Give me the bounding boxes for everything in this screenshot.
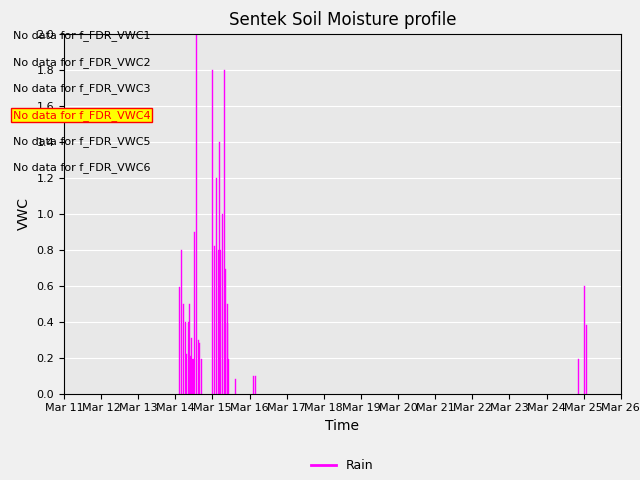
- Text: No data for f_FDR_VWC2: No data for f_FDR_VWC2: [13, 57, 150, 68]
- Text: No data for f_FDR_VWC1: No data for f_FDR_VWC1: [13, 30, 150, 41]
- Legend: Rain: Rain: [306, 455, 379, 477]
- Text: No data for f_FDR_VWC4: No data for f_FDR_VWC4: [13, 109, 150, 120]
- Text: No data for f_FDR_VWC6: No data for f_FDR_VWC6: [13, 162, 150, 173]
- Y-axis label: VWC: VWC: [17, 197, 31, 230]
- Title: Sentek Soil Moisture profile: Sentek Soil Moisture profile: [228, 11, 456, 29]
- Text: No data for f_FDR_VWC5: No data for f_FDR_VWC5: [13, 136, 150, 147]
- Text: No data for f_FDR_VWC3: No data for f_FDR_VWC3: [13, 83, 150, 94]
- X-axis label: Time: Time: [325, 419, 360, 433]
